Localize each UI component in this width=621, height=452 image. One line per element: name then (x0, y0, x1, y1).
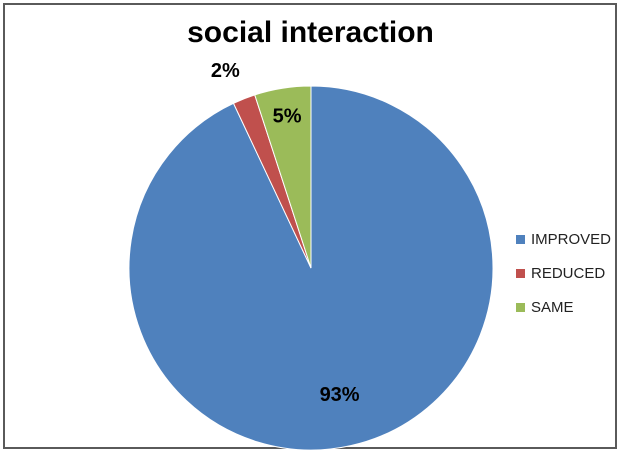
legend-swatch-same (516, 302, 525, 312)
legend-label-same: SAME (531, 298, 574, 316)
legend-item-improved: IMPROVED (516, 222, 611, 256)
legend-label-improved: IMPROVED (531, 230, 612, 248)
legend-swatch-improved (516, 234, 525, 244)
chart-title: social interaction (187, 16, 434, 49)
legend-item-reduced: REDUCED (516, 256, 611, 290)
data-label-same: 5% (273, 105, 302, 127)
legend-label-reduced: REDUCED (531, 264, 606, 282)
legend-item-same: SAME (516, 290, 611, 324)
pie-slice-same (254, 85, 312, 269)
data-label-reduced: 2% (211, 60, 240, 82)
data-label-improved: 93% (320, 384, 360, 406)
legend-swatch-reduced (516, 268, 525, 278)
chart-legend: IMPROVED REDUCED SAME (516, 222, 611, 324)
